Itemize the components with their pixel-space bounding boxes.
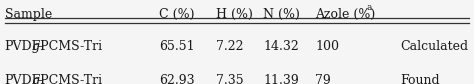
Text: Sample: Sample [5, 8, 52, 21]
Text: g: g [32, 40, 40, 53]
Text: 7.22: 7.22 [216, 40, 243, 53]
Text: 11.39: 11.39 [263, 74, 299, 84]
Text: Found: Found [401, 74, 440, 84]
Text: C (%): C (%) [159, 8, 194, 21]
Text: Azole (%): Azole (%) [315, 8, 375, 21]
Text: 62.93: 62.93 [159, 74, 194, 84]
Text: 7.35: 7.35 [216, 74, 243, 84]
Text: N (%): N (%) [263, 8, 300, 21]
Text: g: g [32, 74, 40, 84]
Text: PVDF-: PVDF- [5, 74, 45, 84]
Text: -PCMS-Tri: -PCMS-Tri [37, 40, 103, 53]
Text: 79: 79 [315, 74, 331, 84]
Text: 100: 100 [315, 40, 339, 53]
Text: a: a [366, 3, 372, 12]
Text: -PCMS-Tri: -PCMS-Tri [37, 74, 103, 84]
Text: Calculated: Calculated [401, 40, 469, 53]
Text: 14.32: 14.32 [263, 40, 299, 53]
Text: 65.51: 65.51 [159, 40, 194, 53]
Text: H (%): H (%) [216, 8, 253, 21]
Text: PVDF-: PVDF- [5, 40, 45, 53]
